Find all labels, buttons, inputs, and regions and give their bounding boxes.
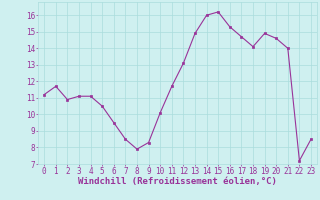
X-axis label: Windchill (Refroidissement éolien,°C): Windchill (Refroidissement éolien,°C) <box>78 177 277 186</box>
